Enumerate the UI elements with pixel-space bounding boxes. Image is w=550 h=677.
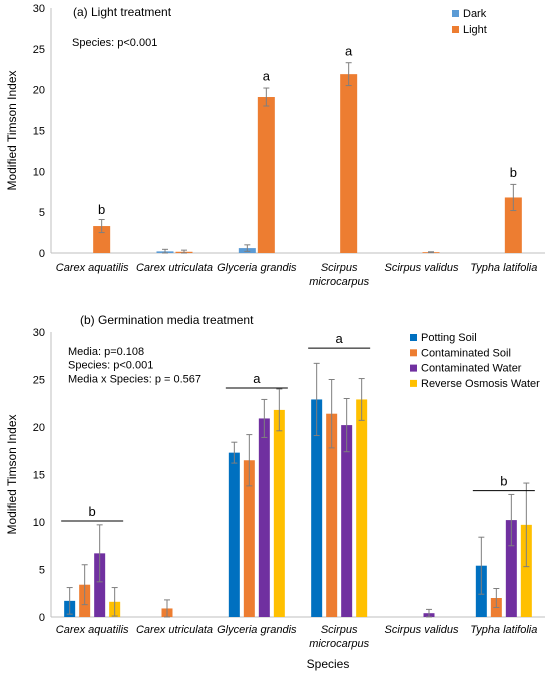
- significance-letter: a: [263, 69, 271, 84]
- bar: [273, 409, 285, 617]
- stats-annotation: Species: p<0.001: [68, 360, 153, 372]
- legend-swatch: [452, 10, 459, 17]
- significance-letter: a: [336, 331, 344, 346]
- y-axis-label: Modified Timson Index: [5, 70, 19, 190]
- significance-letter: a: [345, 43, 353, 58]
- bar: [228, 452, 240, 617]
- bar: [311, 399, 323, 617]
- chart-panel-b: 0 5 10 15 20 25 30 Modified Timson Index Species…: [5, 313, 545, 671]
- stats-annotation: Media x Species: p = 0.567: [68, 373, 201, 385]
- significance-letter: b: [510, 165, 517, 180]
- legend-swatch: [410, 364, 417, 372]
- y-tick-label: 20: [33, 85, 45, 97]
- y-tick-label: 30: [33, 3, 45, 15]
- x-tick-label: Glyceria grandis: [217, 624, 297, 636]
- legend-swatch: [410, 379, 417, 387]
- y-tick-label: 25: [33, 375, 45, 387]
- legend-swatch: [410, 334, 417, 341]
- bar: [356, 399, 368, 617]
- stats-annotation: Species: p<0.001: [72, 37, 157, 49]
- y-tick-label: 0: [39, 612, 45, 624]
- legend-swatch: [410, 349, 417, 357]
- x-tick-label: Typha latifolia: [470, 262, 537, 274]
- stats-annotation: Media: p=0.108: [68, 346, 144, 358]
- y-tick-label: 5: [39, 565, 45, 577]
- x-tick-label: Carex aquatilis: [56, 624, 129, 636]
- bar: [504, 197, 522, 253]
- significance-letter: b: [89, 504, 96, 519]
- bar: [326, 413, 338, 617]
- chart-title: (a) Light treatment: [73, 5, 172, 19]
- significance-letter: b: [98, 202, 105, 217]
- legend-label: Contaminated Soil: [421, 347, 511, 359]
- legend-label: Light: [463, 24, 487, 36]
- x-tick-label: Scirpus validus: [385, 624, 459, 636]
- bar: [505, 520, 517, 617]
- bar: [341, 425, 353, 617]
- x-tick-label: microcarpus: [309, 638, 369, 650]
- x-tick-label: Glyceria grandis: [217, 262, 297, 274]
- bar: [243, 460, 255, 617]
- x-tick-label: Scirpus: [321, 624, 358, 636]
- bar: [94, 553, 106, 617]
- bar: [93, 226, 111, 253]
- y-tick-label: 15: [33, 470, 45, 482]
- x-axis-label: Species: [307, 657, 350, 671]
- chart-panel-a: 0 5 10 15 20 25 30 Modified Timson Index (a) Lig…: [5, 3, 545, 288]
- y-tick-label: 15: [33, 126, 45, 138]
- significance-letter: a: [253, 371, 261, 386]
- y-tick-label: 20: [33, 422, 45, 434]
- y-axis-label: Modified Timson Index: [5, 414, 19, 534]
- x-tick-label: Carex aquatilis: [56, 262, 129, 274]
- bar: [258, 418, 270, 617]
- y-tick-label: 30: [33, 327, 45, 339]
- x-tick-label: Typha latifolia: [470, 624, 537, 636]
- legend-label: Reverse Osmosis Water: [421, 378, 540, 390]
- significance-letter: b: [500, 474, 507, 489]
- x-tick-label: Scirpus: [321, 262, 358, 274]
- y-tick-label: 10: [33, 166, 45, 178]
- x-tick-label: microcarpus: [309, 276, 369, 288]
- legend-swatch: [452, 26, 459, 33]
- y-tick-label: 0: [39, 248, 45, 260]
- bar: [340, 74, 358, 254]
- x-tick-label: Carex utriculata: [136, 624, 213, 636]
- bar: [520, 524, 532, 617]
- x-tick-label: Carex utriculata: [136, 262, 213, 274]
- y-tick-label: 5: [39, 207, 45, 219]
- bar: [257, 97, 275, 254]
- y-tick-label: 25: [33, 44, 45, 56]
- chart-title: (b) Germination media treatment: [80, 313, 254, 327]
- legend-label: Dark: [463, 8, 487, 20]
- x-tick-label: Scirpus validus: [385, 262, 459, 274]
- y-tick-label: 10: [33, 517, 45, 529]
- legend-label: Potting Soil: [421, 332, 477, 344]
- legend-label: Contaminated Water: [421, 363, 522, 375]
